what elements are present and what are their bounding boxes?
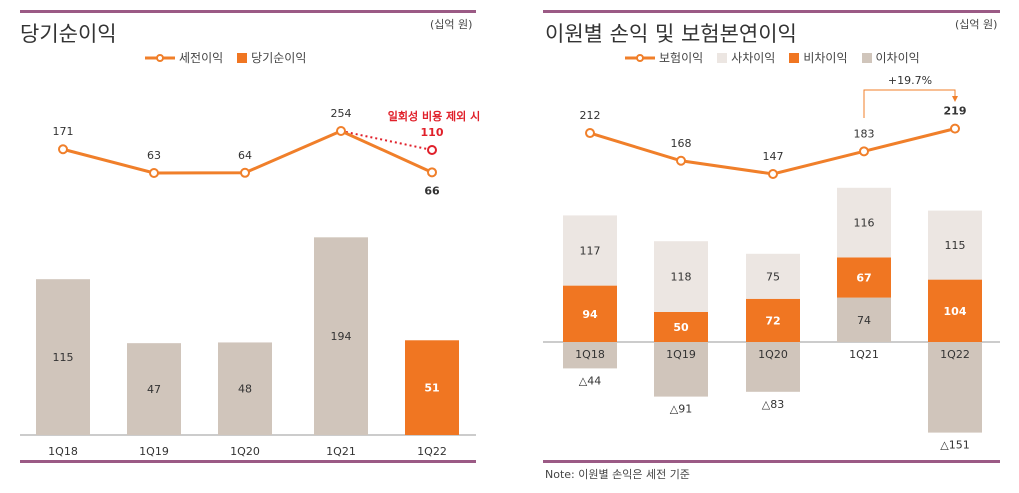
growth-arrow-icon <box>952 96 958 102</box>
x-tick-1Q20: 1Q20 <box>758 348 788 361</box>
bar-mortality-1Q22 <box>928 210 982 280</box>
legend-item-expense: 비차이익 <box>789 49 848 66</box>
point-1Q21 <box>336 125 346 136</box>
bar-label-1Q19: 47 <box>147 383 161 396</box>
label-mortality-1Q19: 118 <box>671 271 692 284</box>
line-label-1Q18: 171 <box>53 125 74 138</box>
label-expense-1Q19: 50 <box>673 321 689 334</box>
label-expense-1Q20: 72 <box>765 314 780 327</box>
point-1Q19 <box>676 155 686 166</box>
label-expense-1Q21: 67 <box>856 272 871 285</box>
bar-label-1Q18: 115 <box>53 351 74 364</box>
right-bottom-rule <box>543 460 1000 463</box>
label-interest-1Q20: △83 <box>762 398 784 411</box>
bar-1Q22 <box>405 340 459 435</box>
bar-expense-1Q18 <box>563 285 617 342</box>
bar-1Q20 <box>218 342 272 435</box>
line-label-1Q22: 66 <box>424 184 440 197</box>
bar-mortality-1Q21 <box>837 187 891 258</box>
bar-label-1Q22: 51 <box>424 382 439 395</box>
bar-mortality-1Q19 <box>654 241 708 312</box>
footnote: Note: 이원별 손익은 세전 기준 <box>545 468 690 481</box>
legend-item-bar: 당기순이익 <box>237 49 306 66</box>
point-1Q20 <box>768 169 778 179</box>
x-tick-1Q22: 1Q22 <box>417 445 447 458</box>
left-unit: (십억 원) <box>430 18 473 31</box>
left-chart-title: 당기순이익 <box>20 22 117 46</box>
bar-1Q18 <box>36 279 90 435</box>
label-mortality-1Q22: 115 <box>945 239 966 252</box>
point-1Q22 <box>950 123 960 134</box>
annotation-dotted-line <box>340 130 433 151</box>
legend-item-interest: 이차이익 <box>861 49 920 66</box>
left-legend: 세전이익 당기순이익 <box>145 49 306 66</box>
left-top-rule <box>20 10 476 13</box>
label-expense-1Q18: 94 <box>582 308 598 321</box>
label-expense-1Q22: 104 <box>944 305 967 318</box>
bar-interest-1Q20 <box>746 342 800 392</box>
annotation-text: 일회성 비용 제외 시 <box>388 109 480 123</box>
bar-interest-1Q18 <box>563 342 617 369</box>
line-label-1Q22: 219 <box>944 105 967 118</box>
point-1Q21 <box>859 146 869 157</box>
legend-item-insurance: 보험이익 <box>625 49 703 66</box>
bar-interest-1Q22 <box>928 342 982 433</box>
point-1Q18 <box>58 144 68 155</box>
bar-interest-1Q21 <box>837 297 891 342</box>
x-tick-1Q19: 1Q19 <box>666 348 696 361</box>
right-unit: (십억 원) <box>955 18 998 31</box>
x-tick-1Q22: 1Q22 <box>940 348 970 361</box>
x-tick-1Q19: 1Q19 <box>139 445 169 458</box>
x-tick-1Q18: 1Q18 <box>48 445 78 458</box>
label-interest-1Q19: △91 <box>670 403 692 416</box>
line-label-1Q19: 63 <box>147 149 161 162</box>
bar-1Q21 <box>314 237 368 435</box>
growth-bracket <box>863 89 956 118</box>
x-tick-1Q21: 1Q21 <box>326 445 356 458</box>
x-tick-1Q21: 1Q21 <box>849 348 879 361</box>
annotation-point <box>427 145 437 155</box>
right-top-rule <box>543 10 1000 13</box>
line-label-1Q20: 147 <box>763 150 784 163</box>
line-label-1Q21: 254 <box>331 107 352 120</box>
legend-item-line: 세전이익 <box>145 49 223 66</box>
bar-expense-1Q22 <box>928 279 982 342</box>
right-legend: 보험이익 사차이익 비차이익 이차이익 <box>625 49 920 66</box>
bar-mortality-1Q20 <box>746 253 800 299</box>
label-interest-1Q18: △44 <box>579 374 601 387</box>
label-mortality-1Q20: 75 <box>766 270 780 283</box>
line-label-1Q19: 168 <box>671 137 692 150</box>
label-interest-1Q21: 74 <box>857 314 871 327</box>
label-interest-1Q22: △151 <box>940 439 969 452</box>
bar-expense-1Q20 <box>746 298 800 342</box>
bar-interest-1Q19 <box>654 342 708 397</box>
bar-expense-1Q21 <box>837 257 891 298</box>
left-bottom-rule <box>20 460 476 463</box>
point-1Q22 <box>427 167 437 178</box>
line-label-1Q18: 212 <box>580 109 601 122</box>
bar-1Q19 <box>127 343 181 435</box>
x-tick-1Q18: 1Q18 <box>575 348 605 361</box>
growth-label: +19.7% <box>888 74 932 87</box>
line-label-1Q21: 183 <box>854 127 875 140</box>
right-chart-title: 이원별 손익 및 보험본연이익 <box>545 22 797 46</box>
legend-item-mortality: 사차이익 <box>717 49 775 66</box>
point-1Q18 <box>585 128 595 139</box>
annotation-value: 110 <box>421 126 444 139</box>
label-mortality-1Q21: 116 <box>854 217 875 230</box>
bar-expense-1Q19 <box>654 312 708 342</box>
bar-label-1Q20: 48 <box>238 383 252 396</box>
point-1Q20 <box>240 167 250 178</box>
bar-mortality-1Q18 <box>563 215 617 286</box>
bar-label-1Q21: 194 <box>331 330 352 343</box>
x-tick-1Q20: 1Q20 <box>230 445 260 458</box>
point-1Q19 <box>149 168 159 178</box>
line-label-1Q20: 64 <box>238 149 252 162</box>
label-mortality-1Q18: 117 <box>580 245 601 258</box>
